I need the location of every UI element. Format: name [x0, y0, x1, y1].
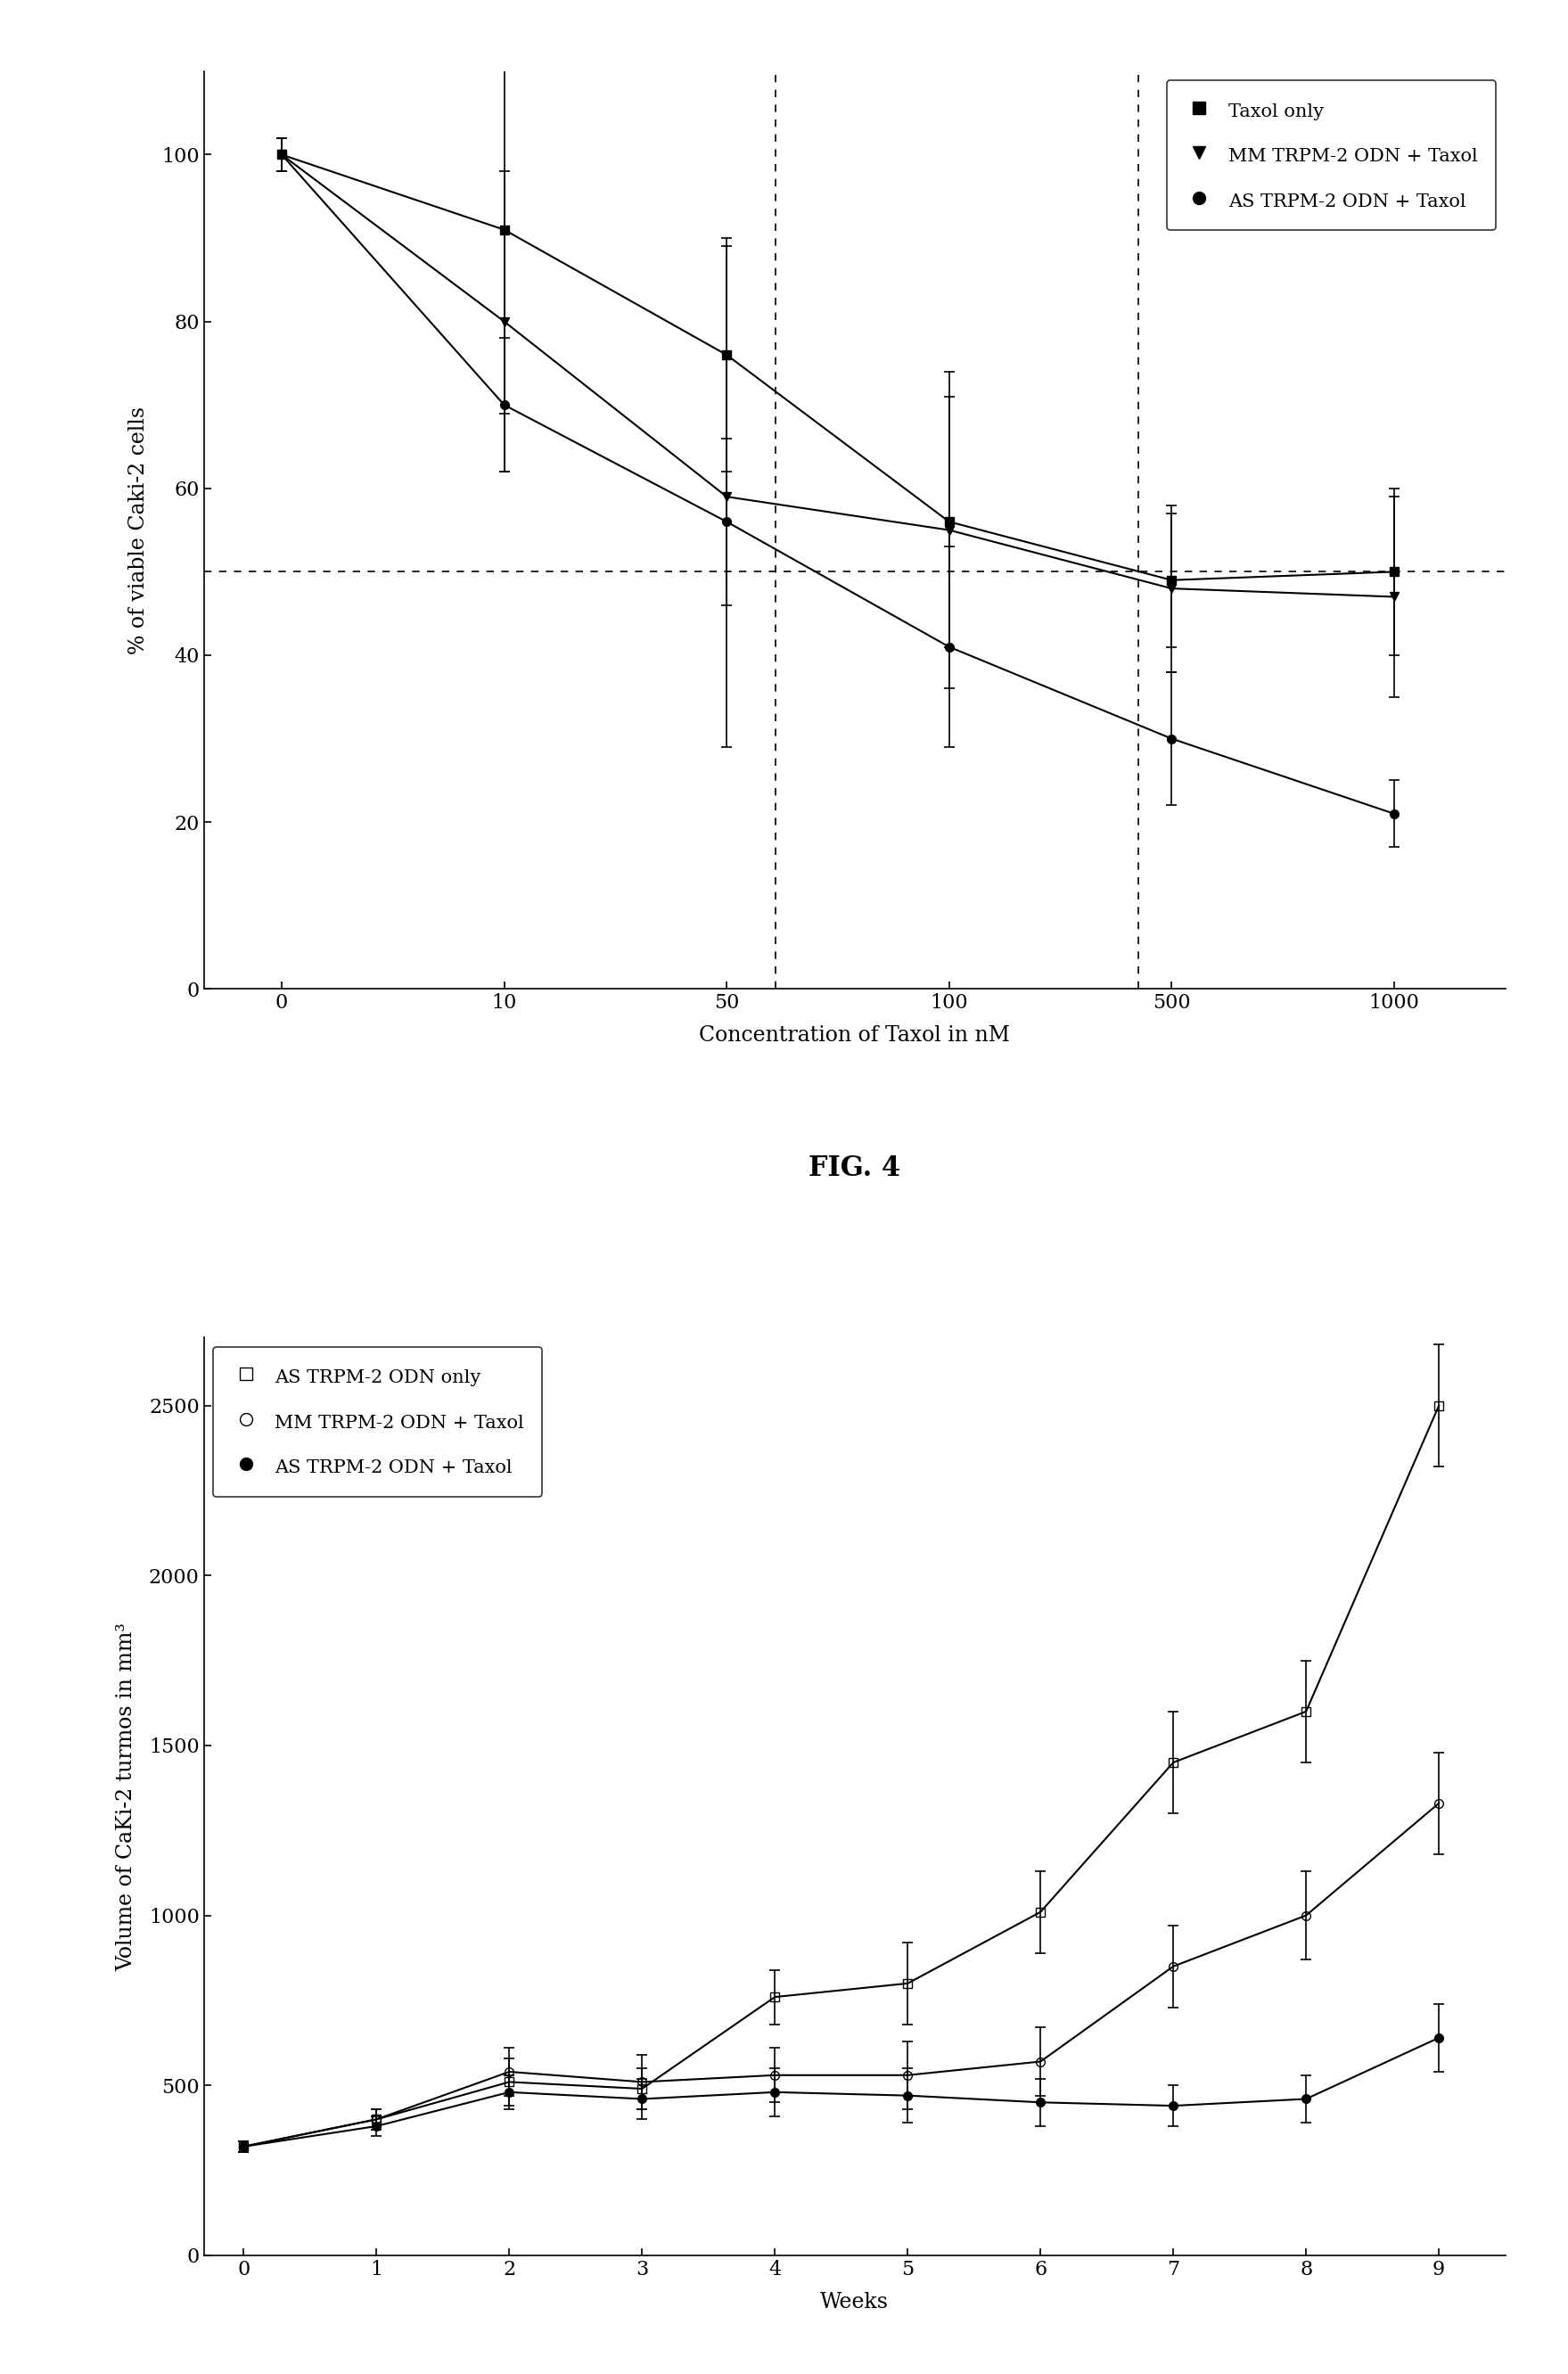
X-axis label: Concentration of Taxol in nM: Concentration of Taxol in nM [699, 1026, 1010, 1045]
Y-axis label: % of viable Caki-2 cells: % of viable Caki-2 cells [129, 406, 149, 653]
Legend: AS TRPM-2 ODN only, MM TRPM-2 ODN + Taxol, AS TRPM-2 ODN + Taxol: AS TRPM-2 ODN only, MM TRPM-2 ODN + Taxo… [213, 1346, 543, 1496]
Text: FIG. 4: FIG. 4 [809, 1154, 900, 1182]
Legend: Taxol only, MM TRPM-2 ODN + Taxol, AS TRPM-2 ODN + Taxol: Taxol only, MM TRPM-2 ODN + Taxol, AS TR… [1167, 81, 1496, 230]
Y-axis label: Volume of CaKi-2 turmos in mm³: Volume of CaKi-2 turmos in mm³ [116, 1621, 136, 1970]
X-axis label: Weeks: Weeks [820, 2291, 889, 2312]
